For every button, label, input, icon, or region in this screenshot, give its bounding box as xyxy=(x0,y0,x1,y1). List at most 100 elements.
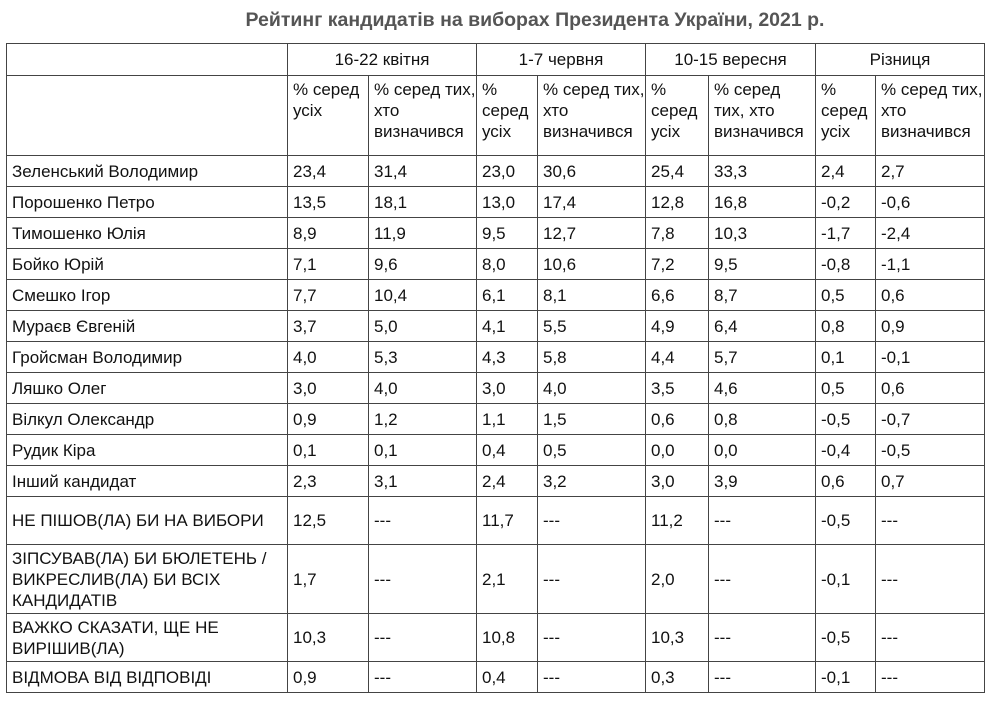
value-cell: 5,8 xyxy=(537,341,646,373)
value-cell: 0,7 xyxy=(875,465,985,497)
value-cell: 30,6 xyxy=(537,155,646,187)
value-cell: 0,4 xyxy=(476,434,538,466)
value-cell: -0,7 xyxy=(875,403,985,435)
value-cell: --- xyxy=(875,496,985,545)
row-label: ВАЖКО СКАЗАТИ, ЩЕ НЕ ВИРІШИВ(ЛА) xyxy=(6,613,288,662)
value-cell: 12,5 xyxy=(287,496,369,545)
value-cell: 25,4 xyxy=(645,155,709,187)
value-cell: 5,5 xyxy=(537,310,646,342)
value-cell: 3,5 xyxy=(645,372,709,404)
row-label: Вілкул Олександр xyxy=(6,403,288,435)
value-cell: --- xyxy=(875,613,985,662)
row-label: Бойко Юрій xyxy=(6,248,288,280)
row-label: ЗІПСУВАВ(ЛА) БИ БЮЛЕТЕНЬ / ВИКРЕСЛИВ(ЛА)… xyxy=(6,544,288,614)
ratings-table: 16-22 квітня 1-7 червня 10-15 вересня Рі… xyxy=(6,43,985,693)
value-cell: 23,4 xyxy=(287,155,369,187)
value-cell: 0,8 xyxy=(815,310,876,342)
row-label: НЕ ПІШОВ(ЛА) БИ НА ВИБОРИ xyxy=(6,496,288,545)
period-header: 16-22 квітня xyxy=(287,43,477,76)
value-cell: 4,4 xyxy=(645,341,709,373)
value-cell: -1,7 xyxy=(815,217,876,249)
row-label: Ляшко Олег xyxy=(6,372,288,404)
table-row: Тимошенко Юлія 8,9 11,9 9,5 12,7 7,8 10,3 -1,7-… xyxy=(6,217,985,249)
value-cell: 5,3 xyxy=(368,341,477,373)
value-cell: 4,6 xyxy=(708,372,816,404)
table-row: Гройсман Володимир 4,0 5,3 4,3 5,8 4,4 5,7 0,1-… xyxy=(6,341,985,373)
value-cell: --- xyxy=(537,661,646,693)
value-cell: 3,1 xyxy=(368,465,477,497)
value-cell: 0,6 xyxy=(815,465,876,497)
row-label: Смешко Ігор xyxy=(6,279,288,311)
value-cell: 0,6 xyxy=(645,403,709,435)
value-cell: 1,1 xyxy=(476,403,538,435)
value-cell: 0,6 xyxy=(875,372,985,404)
value-cell: 33,3 xyxy=(708,155,816,187)
value-cell: 10,8 xyxy=(476,613,538,662)
subheader-decided: % серед тих, хто визначився xyxy=(537,75,646,156)
corner-cell xyxy=(6,75,288,156)
value-cell: 9,6 xyxy=(368,248,477,280)
table-row: Вілкул Олександр 0,9 1,2 1,1 1,5 0,6 0,8 -0,5 -0… xyxy=(6,403,985,435)
value-cell: 0,6 xyxy=(875,279,985,311)
value-cell: 2,0 xyxy=(645,544,709,614)
period-header: Різниця xyxy=(815,43,985,76)
subheader-decided: % серед тих, хто визначився xyxy=(875,75,985,156)
value-cell: -0,5 xyxy=(815,496,876,545)
table-row: ВІДМОВА ВІД ВІДПОВІДІ 0,9 --- 0,4 --- 0,3 --- -… xyxy=(6,661,985,693)
value-cell: --- xyxy=(368,544,477,614)
value-cell: 1,7 xyxy=(287,544,369,614)
table-row: Мураєв Євгеній 3,7 5,0 4,1 5,5 4,9 6,4 0,8 0,9 xyxy=(6,310,985,342)
value-cell: 8,9 xyxy=(287,217,369,249)
value-cell: 3,0 xyxy=(645,465,709,497)
table-row: ЗІПСУВАВ(ЛА) БИ БЮЛЕТЕНЬ / ВИКРЕСЛИВ(ЛА)… xyxy=(6,544,985,614)
value-cell: --- xyxy=(708,661,816,693)
table-row: Порошенко Петро 13,5 18,1 13,0 17,4 12,8 16,8-… xyxy=(6,186,985,218)
subheader-all: % серед усіх xyxy=(815,75,876,156)
period-header: 10-15 вересня xyxy=(645,43,816,76)
value-cell: -0,6 xyxy=(875,186,985,218)
value-cell: 8,7 xyxy=(708,279,816,311)
value-cell: 4,1 xyxy=(476,310,538,342)
row-label: Рудик Кіра xyxy=(6,434,288,466)
value-cell: -0,5 xyxy=(815,403,876,435)
value-cell: 3,2 xyxy=(537,465,646,497)
value-cell: --- xyxy=(368,661,477,693)
value-cell: 8,1 xyxy=(537,279,646,311)
value-cell: 0,1 xyxy=(368,434,477,466)
row-label: ВІДМОВА ВІД ВІДПОВІДІ xyxy=(6,661,288,693)
row-label: Зеленський Володимир xyxy=(6,155,288,187)
row-label: Інший кандидат xyxy=(6,465,288,497)
value-cell: 6,6 xyxy=(645,279,709,311)
value-cell: 1,2 xyxy=(368,403,477,435)
value-cell: --- xyxy=(537,496,646,545)
value-cell: -2,4 xyxy=(875,217,985,249)
value-cell: 0,5 xyxy=(815,279,876,311)
value-cell: -0,1 xyxy=(815,661,876,693)
value-cell: 10,3 xyxy=(287,613,369,662)
subheader-all: % серед усіх xyxy=(645,75,709,156)
value-cell: 0,0 xyxy=(708,434,816,466)
value-cell: 2,4 xyxy=(476,465,538,497)
value-cell: 12,8 xyxy=(645,186,709,218)
value-cell: 0,0 xyxy=(645,434,709,466)
table-row: Зеленський Володимир 23,4 31,4 23,0 30,6 25,4… xyxy=(6,155,985,187)
value-cell: 4,0 xyxy=(537,372,646,404)
value-cell: -0,5 xyxy=(815,613,876,662)
value-cell: -1,1 xyxy=(875,248,985,280)
subheader-decided: % серед тих, хто визначився xyxy=(708,75,816,156)
value-cell: 31,4 xyxy=(368,155,477,187)
value-cell: 8,0 xyxy=(476,248,538,280)
value-cell: 7,8 xyxy=(645,217,709,249)
value-cell: --- xyxy=(875,661,985,693)
period-header-row: 16-22 квітня 1-7 червня 10-15 вересня Рі… xyxy=(6,43,985,76)
value-cell: --- xyxy=(875,544,985,614)
row-label: Порошенко Петро xyxy=(6,186,288,218)
value-cell: 16,8 xyxy=(708,186,816,218)
row-label: Гройсман Володимир xyxy=(6,341,288,373)
table-row: НЕ ПІШОВ(ЛА) БИ НА ВИБОРИ 12,5 --- 11,7 --- 1… xyxy=(6,496,985,545)
table-row: Рудик Кіра 0,1 0,1 0,4 0,5 0,0 0,0 -0,4 -0,5 xyxy=(6,434,985,466)
value-cell: 4,9 xyxy=(645,310,709,342)
value-cell: -0,5 xyxy=(875,434,985,466)
value-cell: 0,4 xyxy=(476,661,538,693)
value-cell: 2,1 xyxy=(476,544,538,614)
